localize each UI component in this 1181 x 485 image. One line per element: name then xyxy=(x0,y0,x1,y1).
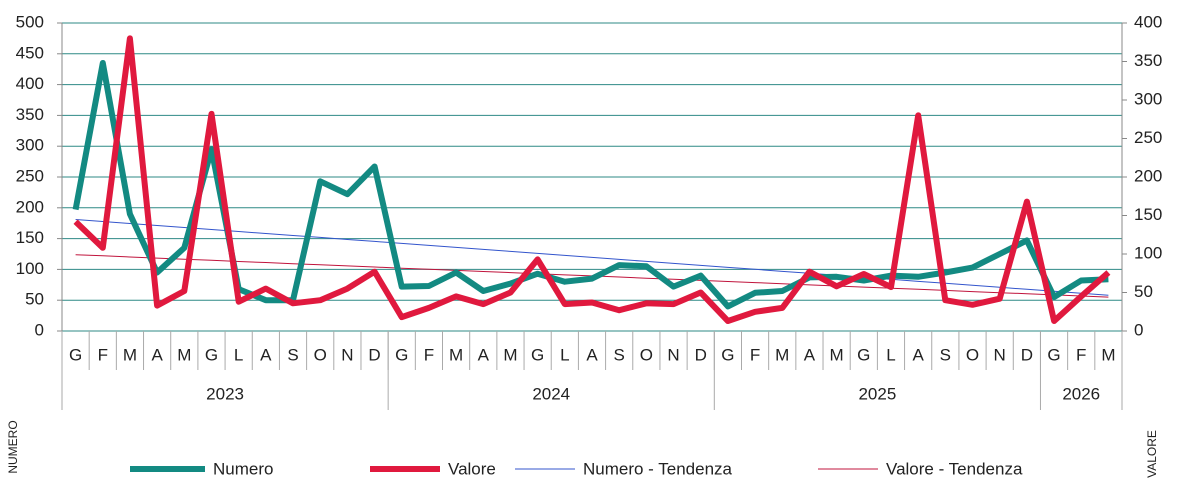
x-tick-label: M xyxy=(1101,345,1115,364)
legend-label: Numero - Tendenza xyxy=(583,459,733,478)
x-tick-label: A xyxy=(586,345,598,364)
y2-tick-label: 200 xyxy=(1134,166,1162,185)
x-tick-label: O xyxy=(966,345,979,364)
x-group-label: 2025 xyxy=(858,384,896,403)
y-tick-label: 50 xyxy=(25,290,44,309)
x-tick-label: L xyxy=(560,345,569,364)
legend-label: Numero xyxy=(213,459,273,478)
x-tick-label: N xyxy=(341,345,353,364)
y-tick-label: 300 xyxy=(16,136,44,155)
x-tick-label: A xyxy=(804,345,816,364)
x-tick-label: M xyxy=(177,345,191,364)
y-tick-label: 100 xyxy=(16,259,44,278)
x-tick-label: A xyxy=(912,345,924,364)
y2-tick-label: 100 xyxy=(1134,243,1162,262)
y-tick-label: 250 xyxy=(16,166,44,185)
y-tick-label: 400 xyxy=(16,74,44,93)
x-tick-label: G xyxy=(721,345,734,364)
y2-tick-label: 300 xyxy=(1134,89,1162,108)
y-tick-label: 0 xyxy=(35,320,44,339)
y2-tick-label: 400 xyxy=(1134,12,1162,31)
legend-label: Valore - Tendenza xyxy=(886,459,1023,478)
x-tick-label: F xyxy=(424,345,434,364)
x-tick-label: G xyxy=(395,345,408,364)
x-tick-label: S xyxy=(614,345,625,364)
x-tick-label: D xyxy=(368,345,380,364)
x-tick-label: G xyxy=(531,345,544,364)
x-tick-label: G xyxy=(857,345,870,364)
y2-tick-label: 350 xyxy=(1134,51,1162,70)
x-tick-label: M xyxy=(503,345,517,364)
x-tick-label: F xyxy=(98,345,108,364)
series-line xyxy=(75,219,1109,296)
x-tick-label: F xyxy=(750,345,760,364)
x-tick-label: O xyxy=(314,345,327,364)
x-group-label: 2026 xyxy=(1062,384,1100,403)
x-tick-label: L xyxy=(234,345,243,364)
x-tick-label: L xyxy=(886,345,895,364)
x-tick-label: A xyxy=(151,345,163,364)
x-tick-label: A xyxy=(260,345,272,364)
x-tick-label: G xyxy=(205,345,218,364)
y-tick-label: 150 xyxy=(16,228,44,247)
x-tick-label: S xyxy=(940,345,951,364)
y-tick-label: 200 xyxy=(16,197,44,216)
y-tick-label: 500 xyxy=(16,12,44,31)
y-tick-label: 450 xyxy=(16,43,44,62)
y2-tick-label: 150 xyxy=(1134,205,1162,224)
x-tick-label: M xyxy=(830,345,844,364)
series-line xyxy=(72,60,1109,310)
x-tick-label: D xyxy=(695,345,707,364)
x-tick-label: M xyxy=(449,345,463,364)
series-line xyxy=(73,35,1111,324)
x-tick-label: M xyxy=(123,345,137,364)
x-tick-label: M xyxy=(775,345,789,364)
y2-tick-label: 0 xyxy=(1134,320,1143,339)
y2-tick-label: 50 xyxy=(1134,282,1153,301)
y-tick-label: 350 xyxy=(16,105,44,124)
x-tick-label: O xyxy=(640,345,653,364)
x-tick-label: N xyxy=(667,345,679,364)
y-axis-title: NUMERO xyxy=(6,420,20,473)
x-tick-label: D xyxy=(1021,345,1033,364)
x-group-label: 2024 xyxy=(532,384,570,403)
y2-axis-title: VALORE xyxy=(1145,430,1159,478)
x-tick-label: S xyxy=(287,345,298,364)
x-group-label: 2023 xyxy=(206,384,244,403)
x-tick-label: N xyxy=(994,345,1006,364)
x-tick-label: A xyxy=(478,345,490,364)
x-tick-label: G xyxy=(69,345,82,364)
x-tick-label: F xyxy=(1076,345,1086,364)
legend-label: Valore xyxy=(448,459,496,478)
y2-tick-label: 250 xyxy=(1134,128,1162,147)
x-tick-label: G xyxy=(1047,345,1060,364)
